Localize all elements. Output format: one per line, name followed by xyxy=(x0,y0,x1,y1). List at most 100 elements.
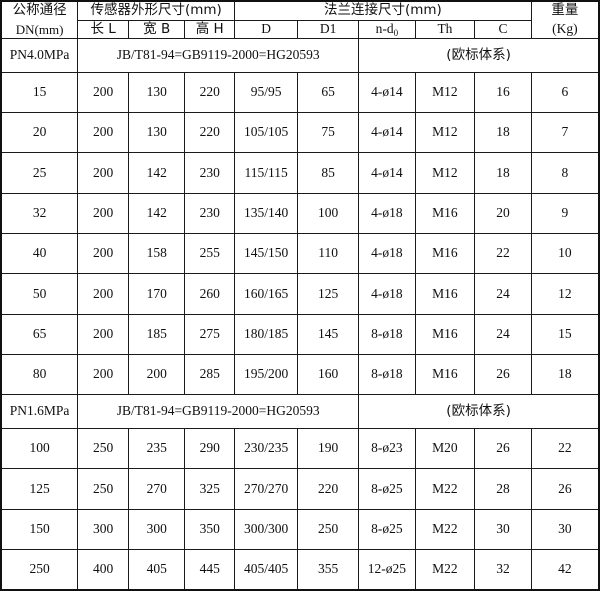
cell-width: 142 xyxy=(127,152,186,194)
header-weight-line2: (Kg) xyxy=(552,21,578,37)
header-d1: D1 xyxy=(297,19,360,40)
cell-height: 260 xyxy=(184,273,236,315)
cell-d1: 190 xyxy=(297,427,360,470)
cell-width: 405 xyxy=(127,548,186,591)
cell-n-d0: 4-ø14 xyxy=(358,71,416,114)
cell-th: M12 xyxy=(414,71,476,114)
cell-width: 158 xyxy=(127,233,186,275)
section-pressure-rating: PN1.6MPa xyxy=(0,394,79,429)
cell-n-d0: 8-ø18 xyxy=(358,354,416,396)
header-n-d0-subscript: 0 xyxy=(393,27,399,38)
cell-weight: 7 xyxy=(530,111,600,154)
header-weight-line1: 重量 xyxy=(551,2,579,19)
cell-d1: 65 xyxy=(297,71,360,114)
cell-weight: 18 xyxy=(530,354,600,396)
cell-th: M22 xyxy=(414,508,476,550)
table-row: 40 200 158 255 145/150 110 4-ø18 M16 22 10 xyxy=(0,233,600,275)
cell-length: 200 xyxy=(77,192,129,235)
cell-height: 220 xyxy=(184,71,236,114)
cell-d: 180/185 xyxy=(234,313,299,356)
cell-height: 230 xyxy=(184,152,236,194)
cell-weight: 26 xyxy=(530,468,600,510)
cell-length: 200 xyxy=(77,152,129,194)
cell-th: M20 xyxy=(414,427,476,470)
cell-length: 200 xyxy=(77,273,129,315)
cell-d1: 160 xyxy=(297,354,360,396)
cell-dn: 40 xyxy=(0,233,79,275)
cell-weight: 10 xyxy=(530,233,600,275)
cell-length: 300 xyxy=(77,508,129,550)
cell-th: M12 xyxy=(414,152,476,194)
cell-weight: 42 xyxy=(530,548,600,591)
header-width: 宽 B xyxy=(127,19,186,40)
table-row: 25 200 142 230 115/115 85 4-ø14 M12 18 8 xyxy=(0,152,600,194)
table-row: 20 200 130 220 105/105 75 4-ø14 M12 18 7 xyxy=(0,111,600,154)
cell-width: 130 xyxy=(127,71,186,114)
section-standard-code: JB/T81-94=GB9119-2000=HG20593 xyxy=(77,394,360,429)
cell-th: M16 xyxy=(414,273,476,315)
header-c: C xyxy=(474,19,532,40)
cell-d1: 125 xyxy=(297,273,360,315)
cell-dn: 25 xyxy=(0,152,79,194)
cell-n-d0: 8-ø25 xyxy=(358,468,416,510)
cell-th: M12 xyxy=(414,111,476,154)
cell-th: M22 xyxy=(414,548,476,591)
cell-dn: 50 xyxy=(0,273,79,315)
table-row: 32 200 142 230 135/140 100 4-ø18 M16 20 9 xyxy=(0,192,600,235)
table-row: 100 250 235 290 230/235 190 8-ø23 M20 26 22 xyxy=(0,427,600,470)
cell-d1: 100 xyxy=(297,192,360,235)
cell-height: 275 xyxy=(184,313,236,356)
cell-n-d0: 4-ø14 xyxy=(358,152,416,194)
cell-c: 22 xyxy=(474,233,532,275)
header-dn-line1: 公称通径 xyxy=(12,2,67,18)
cell-width: 300 xyxy=(127,508,186,550)
cell-d1: 110 xyxy=(297,233,360,275)
cell-length: 200 xyxy=(77,71,129,114)
cell-th: M16 xyxy=(414,313,476,356)
header-th: Th xyxy=(414,19,476,40)
cell-width: 235 xyxy=(127,427,186,470)
cell-weight: 15 xyxy=(530,313,600,356)
table-row: 80 200 200 285 195/200 160 8-ø18 M16 26 18 xyxy=(0,354,600,396)
cell-weight: 22 xyxy=(530,427,600,470)
cell-length: 200 xyxy=(77,111,129,154)
table-row: 150 300 300 350 300/300 250 8-ø25 M22 30 30 xyxy=(0,508,600,550)
header-n-d0-prefix: n-d xyxy=(375,20,394,36)
header-d: D xyxy=(234,19,299,40)
cell-height: 220 xyxy=(184,111,236,154)
cell-dn: 20 xyxy=(0,111,79,154)
cell-d1: 145 xyxy=(297,313,360,356)
cell-c: 28 xyxy=(474,468,532,510)
cell-width: 200 xyxy=(127,354,186,396)
header-weight: 重量 (Kg) xyxy=(530,0,600,40)
cell-d1: 75 xyxy=(297,111,360,154)
cell-c: 32 xyxy=(474,548,532,591)
cell-c: 24 xyxy=(474,313,532,356)
cell-dn: 32 xyxy=(0,192,79,235)
cell-c: 18 xyxy=(474,111,532,154)
cell-n-d0: 8-ø23 xyxy=(358,427,416,470)
cell-c: 26 xyxy=(474,427,532,470)
cell-d: 300/300 xyxy=(234,508,299,550)
cell-weight: 8 xyxy=(530,152,600,194)
cell-th: M16 xyxy=(414,354,476,396)
cell-dn: 15 xyxy=(0,71,79,114)
section-standard-system: (欧标体系) xyxy=(358,394,600,429)
cell-height: 290 xyxy=(184,427,236,470)
cell-c: 16 xyxy=(474,71,532,114)
cell-width: 130 xyxy=(127,111,186,154)
cell-c: 20 xyxy=(474,192,532,235)
cell-n-d0: 8-ø25 xyxy=(358,508,416,550)
cell-width: 170 xyxy=(127,273,186,315)
cell-height: 255 xyxy=(184,233,236,275)
cell-d: 160/165 xyxy=(234,273,299,315)
cell-height: 325 xyxy=(184,468,236,510)
cell-length: 200 xyxy=(77,313,129,356)
header-group-flange: 法兰连接尺寸(mm) xyxy=(234,0,532,21)
cell-weight: 9 xyxy=(530,192,600,235)
cell-length: 250 xyxy=(77,427,129,470)
cell-c: 30 xyxy=(474,508,532,550)
header-row-subcolumns: 长 L 宽 B 高 H D D1 n-d0 Th C xyxy=(1,19,599,40)
cell-d1: 85 xyxy=(297,152,360,194)
